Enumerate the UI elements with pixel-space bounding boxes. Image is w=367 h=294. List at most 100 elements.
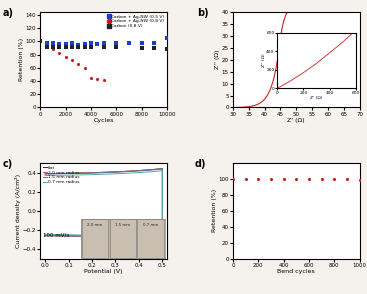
0.7 mm radius: [146, 170, 151, 174]
Point: [44, 44, 50, 49]
Point: [50, 41, 56, 46]
Point: [37, 39, 43, 44]
0.7 mm radius: [90, 233, 94, 237]
Point: [69, 58, 75, 62]
Text: b): b): [197, 8, 209, 18]
Point: [268, 177, 274, 181]
2.0 mm radius: [43, 234, 47, 237]
X-axis label: Z' (Ω): Z' (Ω): [287, 118, 305, 123]
flat: [43, 234, 47, 237]
flat: [116, 236, 120, 239]
Y-axis label: Z'' (Ω): Z'' (Ω): [215, 50, 221, 69]
Y-axis label: Retention (%): Retention (%): [212, 189, 217, 233]
1.5 mm radius: [116, 235, 120, 239]
Point: [344, 177, 350, 181]
0.7 mm radius: [116, 234, 120, 238]
Point: [50, 47, 56, 52]
Point: [50, 45, 56, 50]
0.7 mm radius: [43, 233, 47, 236]
0.7 mm radius: [160, 237, 164, 241]
Line: flat: flat: [45, 169, 162, 240]
0.7 mm radius: [67, 173, 71, 177]
Point: [37, 39, 43, 44]
Point: [63, 54, 69, 59]
flat: [94, 235, 98, 238]
1.5 mm radius: [43, 172, 47, 176]
Y-axis label: Current density (A/cm²): Current density (A/cm²): [15, 174, 21, 248]
Point: [76, 42, 81, 47]
Point: [76, 61, 81, 66]
flat: [43, 172, 47, 176]
Point: [37, 39, 43, 44]
Point: [319, 177, 324, 181]
X-axis label: Cycles: Cycles: [94, 118, 114, 123]
Point: [82, 42, 88, 46]
2.0 mm radius: [160, 239, 164, 242]
Point: [88, 41, 94, 46]
Y-axis label: Retention (%): Retention (%): [19, 38, 24, 81]
Point: [44, 41, 50, 45]
Line: 0.7 mm radius: 0.7 mm radius: [45, 171, 162, 239]
Line: 1.5 mm radius: 1.5 mm radius: [45, 169, 162, 240]
0.7 mm radius: [43, 174, 47, 177]
2.0 mm radius: [67, 171, 71, 175]
Text: c): c): [2, 159, 12, 169]
0.7 mm radius: [138, 171, 142, 174]
flat: [146, 168, 151, 172]
Point: [152, 41, 157, 46]
Text: d): d): [195, 159, 207, 169]
flat: [160, 167, 164, 171]
flat: [138, 169, 142, 172]
1.5 mm radius: [43, 233, 47, 237]
2.0 mm radius: [94, 235, 98, 238]
Point: [69, 41, 75, 46]
1.5 mm radius: [94, 235, 98, 238]
2.0 mm radius: [138, 169, 142, 172]
Point: [139, 46, 145, 50]
Point: [94, 77, 100, 81]
Point: [88, 45, 94, 50]
Point: [164, 35, 170, 40]
Text: 100 mV/s: 100 mV/s: [43, 233, 69, 238]
X-axis label: Bend cycles: Bend cycles: [277, 269, 315, 274]
Point: [57, 50, 62, 55]
Point: [126, 41, 132, 45]
0.7 mm radius: [94, 234, 98, 237]
Point: [57, 42, 62, 46]
1.5 mm radius: [138, 169, 142, 173]
2.0 mm radius: [116, 236, 120, 239]
Point: [230, 177, 236, 181]
1.5 mm radius: [90, 235, 94, 238]
Point: [306, 177, 312, 181]
Point: [164, 47, 170, 52]
Point: [88, 76, 94, 80]
Point: [57, 45, 62, 50]
Point: [94, 42, 100, 46]
2.0 mm radius: [160, 167, 164, 171]
2.0 mm radius: [43, 172, 47, 176]
X-axis label: Potential (V): Potential (V): [84, 269, 123, 274]
Legend: Carbon + Ag-NW (0.5 V), Carbon + Ag-NW (0.8 V), Carbon (0.8 V): Carbon + Ag-NW (0.5 V), Carbon + Ag-NW (…: [107, 14, 165, 29]
Point: [101, 45, 107, 50]
2.0 mm radius: [146, 168, 151, 172]
Point: [293, 177, 299, 181]
Point: [63, 45, 69, 50]
Point: [255, 177, 261, 181]
1.5 mm radius: [160, 167, 164, 171]
Point: [63, 42, 69, 46]
Point: [357, 177, 363, 182]
flat: [160, 239, 164, 242]
Point: [101, 41, 107, 46]
flat: [90, 235, 94, 238]
Point: [76, 45, 81, 50]
Legend: flat, 2.0 mm radius, 1.5 mm radius, 0.7 mm radius: flat, 2.0 mm radius, 1.5 mm radius, 0.7 …: [43, 165, 80, 185]
Point: [82, 66, 88, 70]
Line: 2.0 mm radius: 2.0 mm radius: [45, 169, 162, 240]
Point: [331, 177, 337, 181]
Text: a): a): [2, 8, 13, 18]
2.0 mm radius: [90, 235, 94, 238]
Point: [82, 45, 88, 50]
Point: [101, 78, 107, 83]
Point: [113, 45, 119, 50]
1.5 mm radius: [67, 172, 71, 176]
